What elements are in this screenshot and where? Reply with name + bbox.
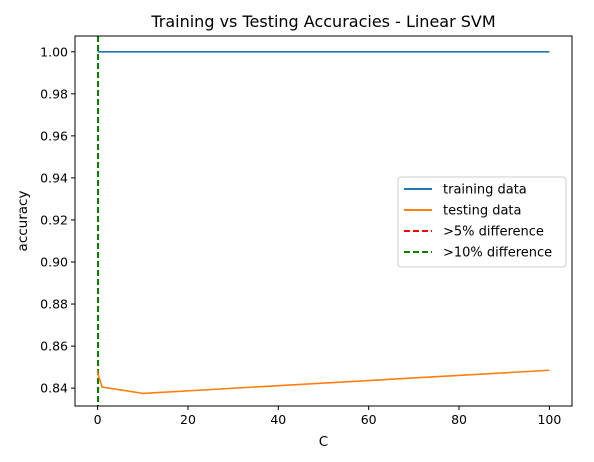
- x-tick-label: 60: [361, 412, 377, 427]
- x-axis-label: C: [319, 434, 328, 450]
- plot-area: [96, 36, 550, 406]
- y-tick-label: 0.90: [40, 254, 68, 269]
- legend: training data testing data >5% difference >…: [397, 176, 567, 268]
- y-axis-label: accuracy: [15, 191, 31, 252]
- y-tick-label: 0.88: [40, 297, 68, 312]
- y-tick-label: 0.96: [40, 128, 68, 143]
- y-tick-label: 0.94: [40, 170, 68, 185]
- legend-label: testing data: [443, 204, 521, 219]
- x-tick-label: 0: [94, 412, 102, 427]
- x-tick-label: 80: [451, 412, 467, 427]
- legend-label: >5% difference: [443, 225, 544, 240]
- legend-label: >10% difference: [443, 246, 552, 261]
- x-tick-label: 40: [270, 412, 286, 427]
- series-line-testing-data: [96, 369, 550, 395]
- y-tick-label: 0.98: [40, 86, 68, 101]
- chart-title: Training vs Testing Accuracies - Linear …: [150, 12, 495, 31]
- axis-ticks: 0 20 40 60 80 100 0.84 0.86 0.88 0.90 0.92 0.94 0.96…: [40, 44, 561, 427]
- y-tick-label: 0.86: [40, 339, 68, 354]
- legend-label: training data: [443, 183, 527, 198]
- x-tick-label: 20: [180, 412, 196, 427]
- y-tick-label: 0.84: [40, 381, 68, 396]
- y-tick-label: 1.00: [40, 44, 68, 59]
- y-tick-label: 0.92: [40, 212, 68, 227]
- x-tick-label: 100: [537, 412, 561, 427]
- legend-box: [397, 176, 567, 268]
- axes-frame: [74, 35, 573, 407]
